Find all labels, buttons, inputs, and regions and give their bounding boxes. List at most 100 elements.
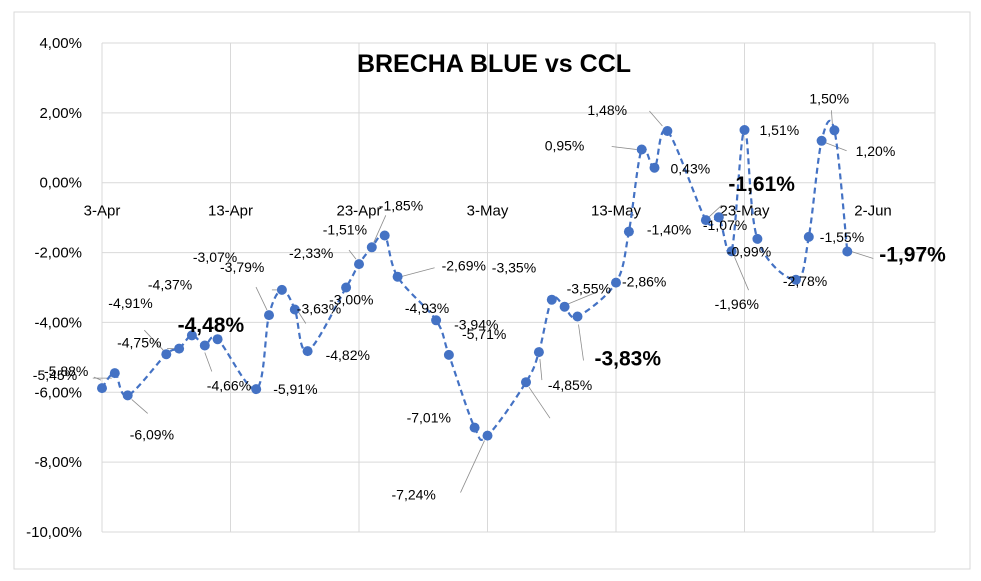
data-point [161,349,172,360]
label-leader-line [649,110,663,127]
data-point [199,340,210,351]
data-point [366,242,377,253]
data-label: -4,93% [405,300,449,316]
label-leader-line [373,215,387,243]
label-leader-line [144,329,164,351]
chart-frame [13,11,971,570]
label-leader-line [708,204,723,218]
data-point [713,212,724,223]
y-tick-label: -10,00% [26,524,82,541]
data-label: -1,55% [820,229,864,245]
data-label: -4,91% [108,295,152,311]
data-label: -4,66% [207,378,251,394]
data-label: -5,71% [462,326,506,342]
data-label: -1,51% [323,222,367,238]
label-leader-line [460,440,485,493]
label-leader-line [255,286,268,311]
data-label: -1,85% [379,197,423,213]
y-tick-label: -8,00% [34,454,82,471]
data-label: 1,20% [856,143,896,159]
chart-title: BRECHA BLUE vs CCL [357,50,631,78]
data-point [264,310,274,321]
series [97,119,853,442]
data-label: -4,85% [548,377,592,393]
data-point [533,347,544,358]
data-point [842,246,853,257]
data-label: -1,97% [879,244,946,267]
data-point [443,349,454,360]
data-point [521,377,531,388]
label-leader-line [611,146,637,150]
data-label: -3,94% [454,316,498,332]
data-point [752,233,763,244]
data-point [379,230,390,241]
y-tick-label: -4,00% [34,314,82,331]
data-point [546,294,557,305]
data-point [97,383,107,394]
data-label: -0,99% [727,243,771,259]
data-label: -4,82% [326,347,370,363]
label-leader-line [348,249,357,260]
label-leader-line [568,291,598,305]
label-leader-line [131,399,148,414]
data-point [431,315,442,326]
label-leader-lines [92,110,874,493]
data-label: -7,01% [407,410,451,426]
data-point [302,346,313,357]
data-point [212,334,223,345]
data-label: -1,96% [715,296,759,312]
data-label: -3,79% [220,259,264,275]
x-tick-label: 23-Apr [336,203,381,220]
y-tick-label: 0,00% [39,175,82,192]
data-point [700,215,711,226]
data-label: -2,69% [442,258,486,274]
x-tick-label: 2-Jun [854,203,892,220]
data-label: -3,00% [329,292,373,308]
data-point [559,301,570,312]
data-label: -7,24% [392,487,436,503]
data-label: -1,07% [703,217,747,233]
data-point [623,226,634,237]
data-label: 0,43% [671,161,711,177]
data-label: -5,45% [33,367,77,383]
data-point [276,284,287,295]
data-point [726,246,737,257]
label-leader-line [578,324,584,361]
data-label: -2,86% [622,274,666,290]
data-label: -3,55% [567,281,611,297]
data-label: -3,35% [492,260,536,276]
data-label: 1,48% [587,102,627,118]
data-label: 1,51% [760,122,800,138]
x-tick-label: 23-May [719,203,770,220]
data-label: -3,07% [193,249,237,265]
label-leader-line [734,257,749,291]
x-tick-label: 13-May [591,203,642,220]
data-label: -1,61% [728,173,795,196]
data-label: -2,78% [783,273,827,289]
data-point [122,390,133,401]
data-point [354,259,364,270]
data-point [829,125,840,136]
data-label: -5,91% [273,381,317,397]
label-leader-line [851,251,874,259]
data-point [186,330,197,341]
data-label: 0,95% [545,138,585,154]
data-point [174,343,185,354]
data-labels: -5,88%-5,45% -6,09% -4,91% -4,75% -4,37% -4,6… [33,90,946,502]
data-point [611,277,621,288]
data-label: -4,48% [178,314,245,337]
data-label: -5,88% [44,363,88,379]
label-leader-line [528,386,551,419]
gridlines [101,42,936,533]
data-label: -3,63% [297,301,341,317]
data-point [739,125,750,135]
data-point [251,384,262,395]
label-leader-line [93,376,102,381]
y-tick-label: -6,00% [34,384,82,401]
x-axis-tick-labels: 3-Apr 13-Apr 23-Apr 3-May 13-May 23-May 2-Jun [84,203,892,220]
data-point [469,422,480,433]
x-tick-label: 13-Apr [208,203,253,220]
data-label: -4,75% [117,335,161,351]
x-tick-label: 3-May [467,203,509,220]
